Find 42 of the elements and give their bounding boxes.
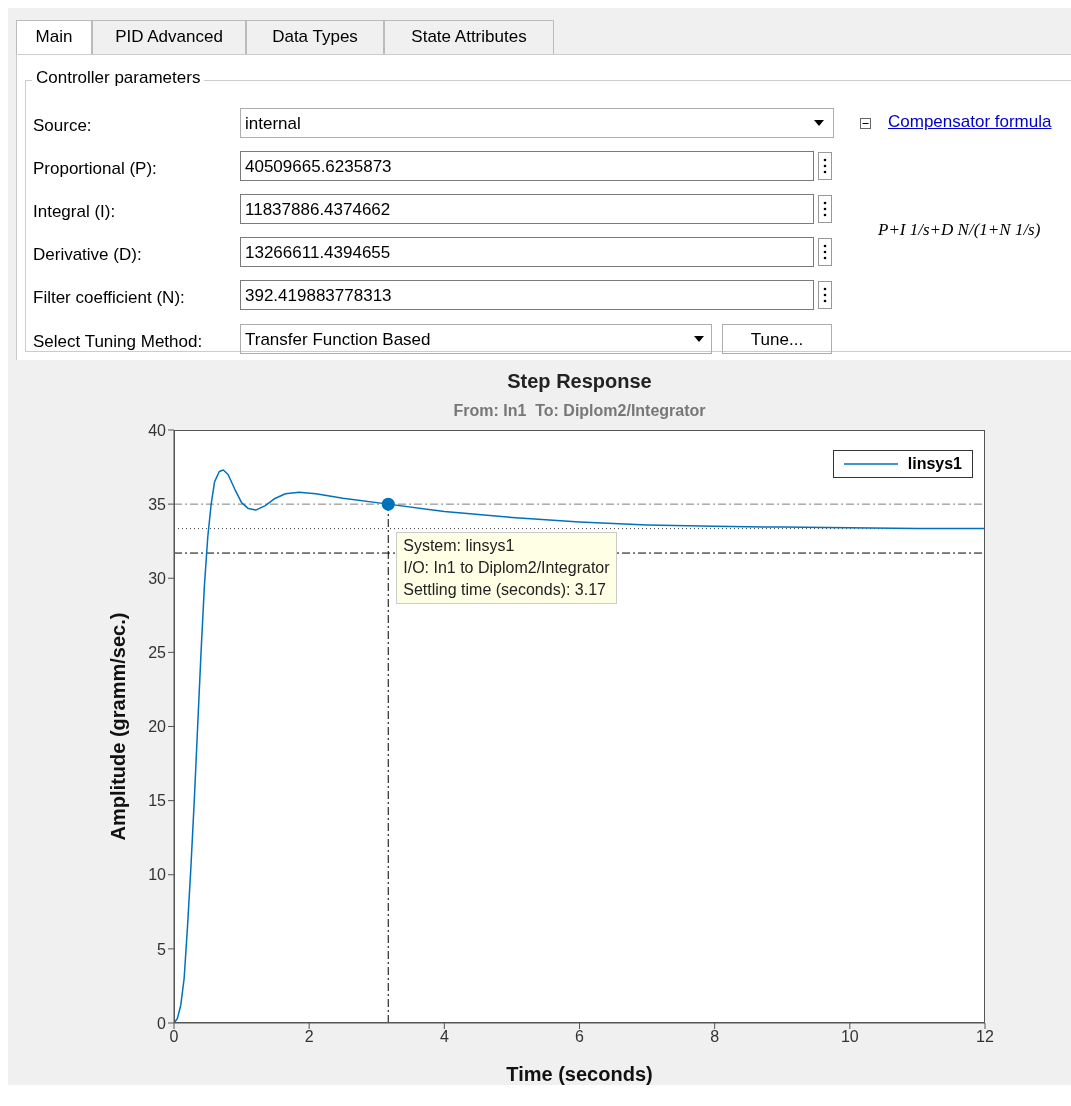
text: Tune... (722, 324, 832, 354)
annotation: System: linsys1 I/O: In1 to Diplom2/Integrator Settling time (seconds): 3.17 (396, 532, 617, 605)
x-tick-label: 12 (976, 1028, 994, 1046)
text: Controller parameters (32, 68, 205, 88)
text: 40509665.6235873 (240, 151, 814, 181)
x-tick-label: 0 (169, 1028, 179, 1046)
y-tick-label: 0 (157, 1014, 167, 1032)
x-tick-label: 8 (710, 1028, 720, 1046)
source-note: Source: (33, 116, 92, 136)
y-tick-label: 20 (148, 718, 167, 736)
chart-subtitle: From: In1 To: Diplom2/Integrator (452, 402, 707, 420)
text: Transfer Function Based (240, 324, 712, 354)
text: 13266611.4394655 (240, 237, 814, 267)
y-tick-label: 15 (148, 792, 167, 810)
y-tick-label: 35 (148, 495, 167, 513)
y-tick-label: 5 (157, 940, 167, 958)
y-tick-label: 40 (148, 421, 167, 439)
text: Filter coefficient (N): (33, 288, 185, 308)
text: Data Types (246, 20, 384, 54)
text: Compensator formula (888, 112, 1052, 132)
x-tick-label: 6 (575, 1028, 585, 1046)
text: Main (16, 20, 92, 54)
y-tick-label: 10 (148, 866, 167, 884)
text: 11837886.4374662 (240, 194, 814, 224)
x-axis-title: Time (seconds) (506, 1063, 653, 1085)
x-tick-label: 4 (439, 1028, 449, 1046)
legend-label: linsys1 (907, 455, 962, 473)
x-tick-label: 10 (840, 1028, 859, 1046)
chart-title: Step Response (506, 370, 653, 393)
text: Integral (I): (33, 202, 116, 222)
text: State Attributes (384, 20, 554, 54)
y-axis-title: Amplitude (gramm/sec.) (107, 612, 130, 841)
text: Select Tuning Method: (33, 332, 203, 352)
text: Derivative (D): (33, 245, 142, 265)
text: internal (240, 108, 834, 138)
text: P+I 1/s+D N/(1+N 1/s) (878, 220, 1041, 240)
y-tick-label: 25 (148, 644, 167, 662)
text: PID Advanced (92, 20, 246, 54)
x-tick-label: 2 (304, 1028, 314, 1046)
y-tick-label: 30 (148, 569, 167, 587)
text: 392.419883778313 (240, 280, 814, 310)
text: Proportional (P): (33, 159, 157, 179)
